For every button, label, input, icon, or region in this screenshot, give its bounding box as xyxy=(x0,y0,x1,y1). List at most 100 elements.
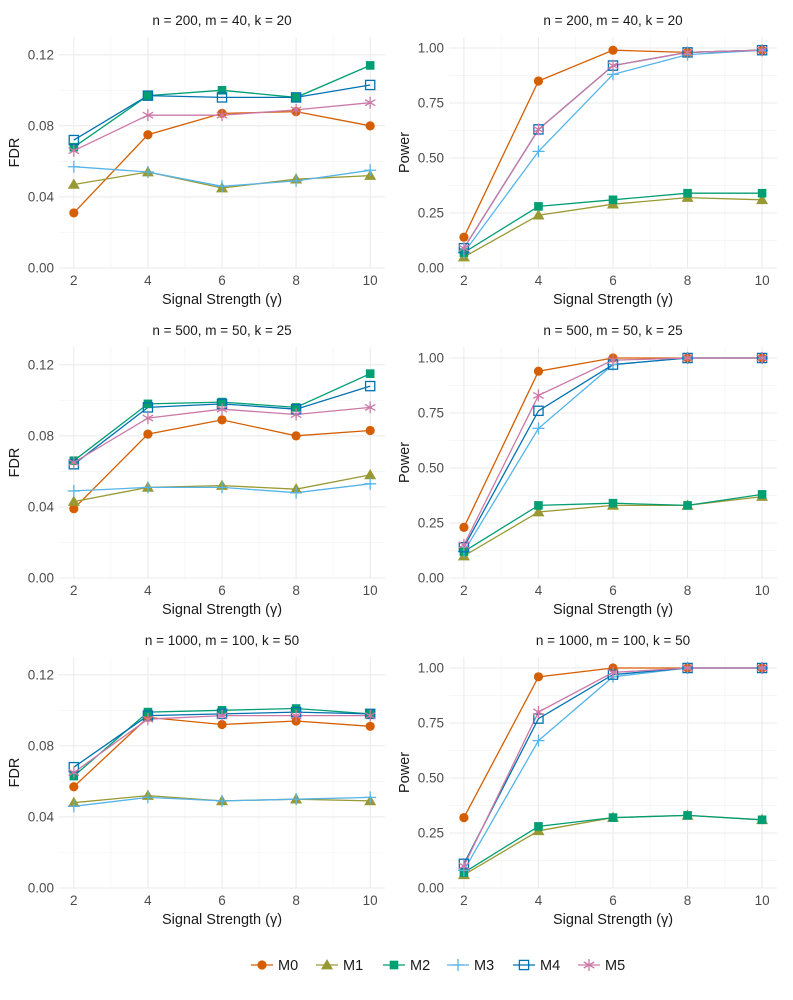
data-point-m5 xyxy=(142,412,154,425)
data-point-m2 xyxy=(608,813,618,822)
data-point-m5 xyxy=(364,709,376,722)
x-tick-label: 2 xyxy=(70,273,78,288)
panel-title: n = 1000, m = 100, k = 50 xyxy=(536,633,690,648)
data-point-m0 xyxy=(143,130,153,140)
data-point-m5 xyxy=(607,666,619,679)
y-tick-label: 0.00 xyxy=(28,571,54,586)
data-point-m5 xyxy=(216,403,228,416)
data-point-m3 xyxy=(290,793,303,806)
data-point-m5 xyxy=(682,662,694,674)
x-tick-label: 6 xyxy=(218,583,226,598)
y-tick-label: 0.04 xyxy=(28,499,55,514)
data-point-m1 xyxy=(532,209,545,220)
data-point-m3 xyxy=(67,484,80,497)
data-point-m3 xyxy=(290,486,303,499)
x-axis-label: Signal Strength (γ) xyxy=(162,602,282,618)
data-point-m4 xyxy=(290,92,302,103)
data-point-m2 xyxy=(683,811,692,820)
legend: M0 M1 M2 M3 M4 M5 xyxy=(251,958,625,974)
data-point-m0 xyxy=(459,522,469,533)
x-tick-label: 10 xyxy=(363,273,378,288)
data-point-m1 xyxy=(756,193,769,205)
data-point-m4 xyxy=(364,79,376,91)
data-point-m0 xyxy=(533,76,544,86)
legend-marker-m3 xyxy=(452,959,464,971)
x-tick-label: 4 xyxy=(144,893,152,908)
data-point-m5 xyxy=(68,456,80,469)
x-tick-label: 2 xyxy=(70,583,78,598)
data-point-m5 xyxy=(756,352,768,364)
y-tick-label: 0.00 xyxy=(418,261,444,276)
data-point-m0 xyxy=(69,208,79,218)
data-point-m3 xyxy=(532,422,545,435)
x-tick-label: 6 xyxy=(218,893,226,908)
y-tick-label: 1.00 xyxy=(418,41,444,56)
x-tick-label: 8 xyxy=(684,583,692,598)
data-point-m1 xyxy=(532,506,545,517)
y-tick-label: 0.00 xyxy=(28,261,54,276)
data-point-m4 xyxy=(216,92,228,103)
legend-item-m5: M5 xyxy=(578,958,625,974)
x-tick-label: 4 xyxy=(144,583,152,598)
chart-panel-power-1: 0.00 0.25 0.50 0.75 1.00 2 4 6 8 10 n = 200, m = 4… xyxy=(397,13,777,308)
data-point-m2 xyxy=(143,707,153,717)
chart-panel-power-2: 0.00 0.25 0.50 0.75 1.00 2 4 6 8 10 n = 500, m = 5… xyxy=(397,323,777,618)
data-point-m3 xyxy=(67,800,80,813)
legend-item-m2: M2 xyxy=(383,958,430,974)
chart-panel-fdr-2: 0.00 0.04 0.08 0.12 2 4 6 8 10 n = 500, m = 50, k… xyxy=(7,323,385,618)
y-tick-label: 0.00 xyxy=(28,881,54,896)
data-point-m0 xyxy=(365,425,375,436)
y-tick-label: 0.75 xyxy=(418,716,444,731)
x-tick-label: 2 xyxy=(460,893,468,908)
y-tick-label: 0.50 xyxy=(418,771,444,786)
legend-marker-m1 xyxy=(321,959,333,970)
y-tick-label: 0.75 xyxy=(418,406,444,421)
data-point-m2 xyxy=(291,93,301,102)
x-tick-label: 2 xyxy=(70,893,78,908)
legend-item-m4: M4 xyxy=(513,958,560,974)
x-tick-label: 10 xyxy=(363,583,378,598)
x-tick-label: 6 xyxy=(609,893,617,908)
data-point-m0 xyxy=(365,121,375,131)
y-tick-label: 0.08 xyxy=(28,738,54,753)
y-axis-label: FDR xyxy=(7,138,23,168)
data-point-m0 xyxy=(143,429,153,439)
data-point-m2 xyxy=(143,91,153,100)
legend-item-m1: M1 xyxy=(316,958,363,974)
legend-label: M0 xyxy=(278,958,298,974)
data-point-m3 xyxy=(216,481,228,494)
data-point-m5 xyxy=(607,354,619,367)
data-point-m3 xyxy=(216,794,228,807)
data-point-m1 xyxy=(67,178,80,189)
legend-item-m3: M3 xyxy=(447,958,494,974)
y-axis-label: Power xyxy=(397,442,413,483)
data-point-m0 xyxy=(69,504,79,514)
legend-label: M2 xyxy=(410,958,430,974)
data-point-m0 xyxy=(365,721,375,731)
legend-marker-m4 xyxy=(518,959,530,971)
data-point-m2 xyxy=(217,86,227,95)
x-tick-label: 4 xyxy=(144,273,152,288)
panel-title: n = 500, m = 50, k = 25 xyxy=(543,323,682,338)
y-tick-label: 1.00 xyxy=(418,661,444,676)
x-axis-label: Signal Strength (γ) xyxy=(553,292,673,308)
y-tick-label: 0.04 xyxy=(28,809,55,824)
data-point-m5 xyxy=(458,539,470,551)
data-point-m5 xyxy=(290,408,302,421)
legend-marker-m2 xyxy=(389,960,399,970)
legend-item-m0: M0 xyxy=(251,958,298,974)
legend-label: M5 xyxy=(605,958,625,974)
data-point-m3 xyxy=(532,734,545,747)
x-tick-label: 6 xyxy=(609,273,617,288)
x-tick-label: 8 xyxy=(684,893,692,908)
data-point-m3 xyxy=(290,174,303,187)
x-tick-label: 8 xyxy=(292,273,300,288)
data-point-m4 xyxy=(142,402,154,413)
data-point-m5 xyxy=(756,44,768,57)
data-point-m0 xyxy=(217,415,227,425)
data-point-m1 xyxy=(67,495,80,506)
data-point-m2 xyxy=(608,195,618,205)
data-point-m5 xyxy=(607,59,619,72)
y-tick-label: 0.25 xyxy=(418,206,444,221)
